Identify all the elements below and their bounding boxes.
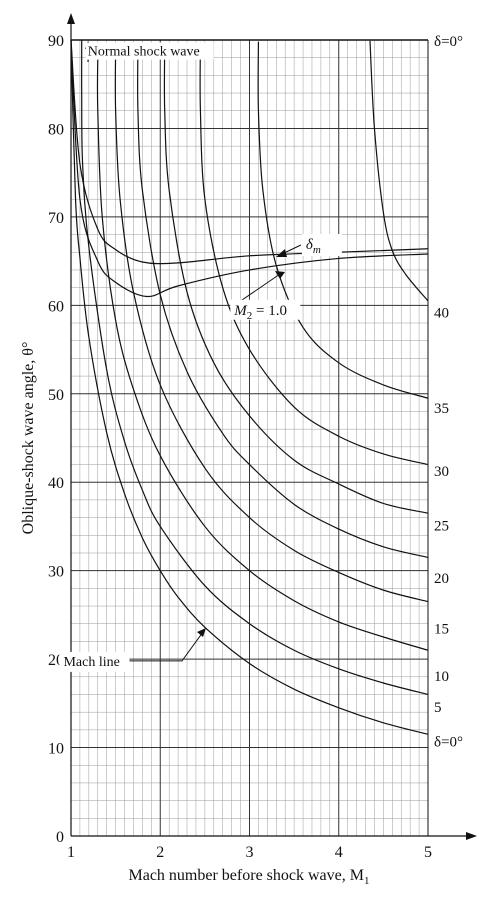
curve-35-7 xyxy=(257,41,429,399)
y-tick-label-40: 40 xyxy=(48,475,64,492)
x-tick-label-2: 2 xyxy=(156,844,164,861)
right-label-0-9: δ=0° xyxy=(434,734,463,750)
arrow-head-icon xyxy=(276,249,287,257)
y-tick-label-50: 50 xyxy=(48,387,64,404)
curve-15-3 xyxy=(114,48,429,603)
right-label-35-2: 35 xyxy=(434,401,449,417)
curve-25-5 xyxy=(163,44,429,514)
curves xyxy=(70,39,429,735)
y-tick-label-90: 90 xyxy=(48,33,64,50)
annotation-mach-line: Mach line xyxy=(63,655,119,670)
curve-40-8 xyxy=(369,40,429,302)
right-label-10-7: 10 xyxy=(434,669,449,685)
y-tick-label-80: 80 xyxy=(48,121,64,138)
y-tick-label-70: 70 xyxy=(48,210,64,227)
curve-5-1 xyxy=(81,39,429,696)
annotation-delta-m: δm xyxy=(306,237,321,256)
curve-30-6 xyxy=(199,42,429,466)
x-axis-arrow-icon xyxy=(466,832,477,840)
right-label-15-6: 15 xyxy=(434,621,449,637)
curve-20-4 xyxy=(137,46,429,558)
right-label-20-5: 20 xyxy=(434,571,449,587)
y-tick-label-10: 10 xyxy=(48,741,64,758)
arrow-head-icon xyxy=(275,271,285,279)
right-label-40-1: 40 xyxy=(434,306,449,322)
right-label-5-8: 5 xyxy=(434,700,442,716)
right-label-30-3: 30 xyxy=(434,464,449,480)
y-axis-label: Oblique-shock wave angle, θ° xyxy=(20,342,37,535)
x-tick-label-1: 1 xyxy=(67,844,75,861)
axes xyxy=(67,13,477,840)
y-axis-arrow-icon xyxy=(67,13,75,24)
y-tick-label-0: 0 xyxy=(56,829,64,846)
y-tick-label-30: 30 xyxy=(48,564,64,581)
annotation-bg xyxy=(85,42,214,60)
curve-0-0 xyxy=(70,39,429,735)
annotation-m2: M2 = 1.0 xyxy=(233,303,287,322)
x-tick-label-4: 4 xyxy=(335,844,343,861)
annotation-leaders xyxy=(85,41,302,662)
x-tick-label-5: 5 xyxy=(424,844,432,861)
x-tick-label-3: 3 xyxy=(246,844,254,861)
annotation-bg xyxy=(301,234,342,256)
y-tick-label-60: 60 xyxy=(48,298,64,315)
annotation-bg xyxy=(59,651,130,672)
curve-10-2 xyxy=(96,57,429,651)
right-label-0-0: δ=0° xyxy=(434,34,463,50)
arrow-head-icon xyxy=(197,628,206,637)
curve-m-1-0-11 xyxy=(70,39,429,298)
annotation-normal-shock-wave: Normal shock wave xyxy=(88,45,200,60)
leader-mach-line xyxy=(129,631,204,662)
x-axis-label: Mach number before shock wave, M1 xyxy=(129,867,370,887)
right-label-25-4: 25 xyxy=(434,519,449,535)
annotation-bg xyxy=(230,299,301,320)
